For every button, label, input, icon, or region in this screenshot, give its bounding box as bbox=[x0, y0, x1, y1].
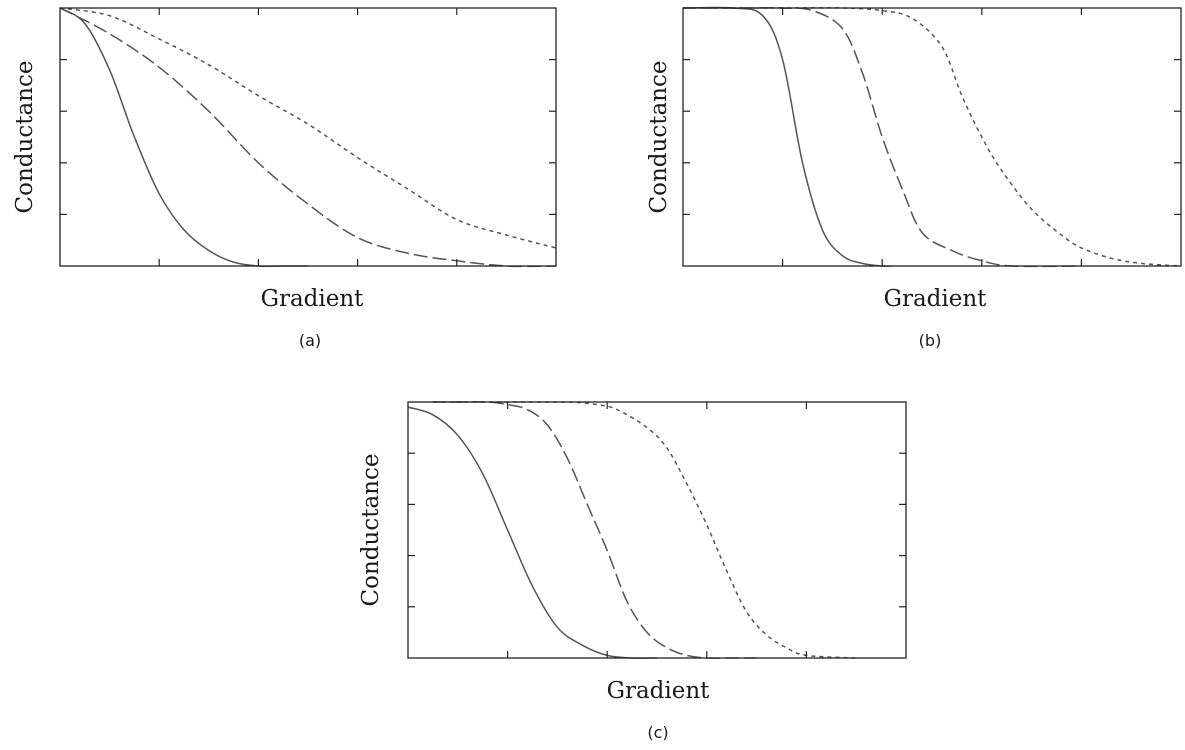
curve-dashed bbox=[432, 401, 757, 659]
curve-dotted bbox=[59, 7, 557, 249]
panel-a-frame bbox=[59, 7, 557, 267]
curve-solid bbox=[682, 6, 893, 267]
curve-dashed bbox=[59, 7, 557, 268]
panel-a-x-axis-label: Gradient bbox=[261, 286, 365, 312]
panel-a: Conductance Gradient (a) bbox=[12, 7, 557, 350]
panel-c: Conductance Gradient (c) bbox=[358, 401, 907, 742]
panel-b-caption: (b) bbox=[919, 331, 942, 350]
panel-a-curves bbox=[59, 7, 557, 268]
panel-c-caption: (c) bbox=[647, 723, 668, 742]
panel-c-y-axis-label: Conductance bbox=[358, 454, 384, 607]
panel-c-frame bbox=[407, 401, 907, 659]
curve-dotted bbox=[432, 401, 857, 659]
curve-dotted bbox=[683, 7, 1182, 267]
panel-c-x-axis-label: Gradient bbox=[607, 678, 711, 704]
panel-b-x-axis-label: Gradient bbox=[884, 286, 988, 312]
curve-solid bbox=[59, 7, 308, 268]
panel-b-y-axis-label: Conductance bbox=[646, 61, 672, 214]
panel-a-caption: (a) bbox=[299, 331, 321, 350]
panel-b-curves bbox=[682, 6, 1182, 268]
curve-dashed bbox=[683, 7, 1082, 268]
curve-solid bbox=[407, 406, 658, 659]
panel-b: Conductance Gradient (b) bbox=[646, 6, 1182, 350]
panel-c-curves bbox=[407, 401, 857, 659]
panel-b-ticks bbox=[683, 8, 1181, 266]
panel-c-ticks bbox=[408, 402, 906, 658]
panel-a-y-axis-label: Conductance bbox=[12, 61, 38, 214]
panel-b-frame bbox=[682, 7, 1182, 267]
panel-a-ticks bbox=[60, 8, 556, 266]
